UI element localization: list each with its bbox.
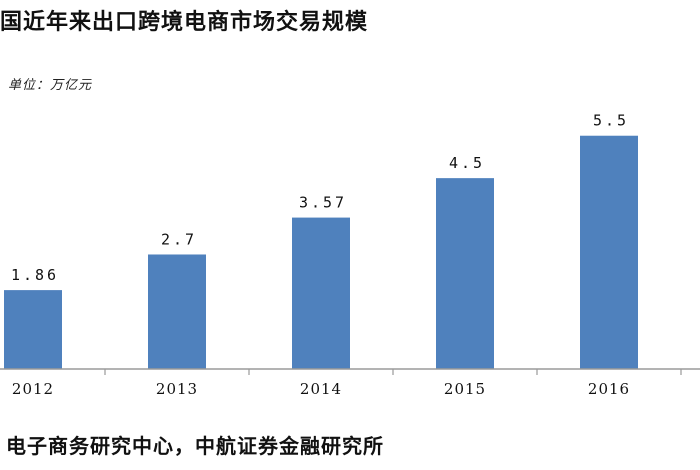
data-label-2012: 1.86 bbox=[11, 266, 59, 284]
data-label-group: 1.86 2.7 3.57 4.5 5.5 bbox=[11, 112, 629, 284]
x-tick-label-2013: 2013 bbox=[156, 380, 198, 398]
x-axis-ticks bbox=[104, 369, 682, 375]
data-label-2013: 2.7 bbox=[161, 230, 197, 248]
data-label-2014: 3.57 bbox=[299, 194, 347, 212]
x-tick-label-2012: 2012 bbox=[12, 380, 54, 398]
source-note: 电子商务研究中心，中航证券金融研究所 bbox=[6, 434, 384, 458]
unit-label: 单位：万亿元 bbox=[8, 78, 93, 93]
bar-2014 bbox=[292, 217, 350, 369]
x-tick-label-2014: 2014 bbox=[300, 380, 342, 398]
bar-2012 bbox=[4, 290, 62, 369]
data-label-2016: 5.5 bbox=[593, 112, 629, 130]
bar-group bbox=[4, 135, 638, 369]
x-axis-tick-labels: 2012 2013 2014 2015 2016 bbox=[12, 380, 630, 398]
chart-title: 国近年来出口跨境电商市场交易规模 bbox=[0, 10, 369, 35]
x-tick-label-2015: 2015 bbox=[444, 380, 486, 398]
bar-2013 bbox=[148, 254, 206, 369]
x-tick-label-2016: 2016 bbox=[588, 380, 630, 398]
bar-2016 bbox=[580, 135, 638, 369]
data-label-2015: 4.5 bbox=[449, 154, 485, 172]
bar-2015 bbox=[436, 178, 494, 369]
